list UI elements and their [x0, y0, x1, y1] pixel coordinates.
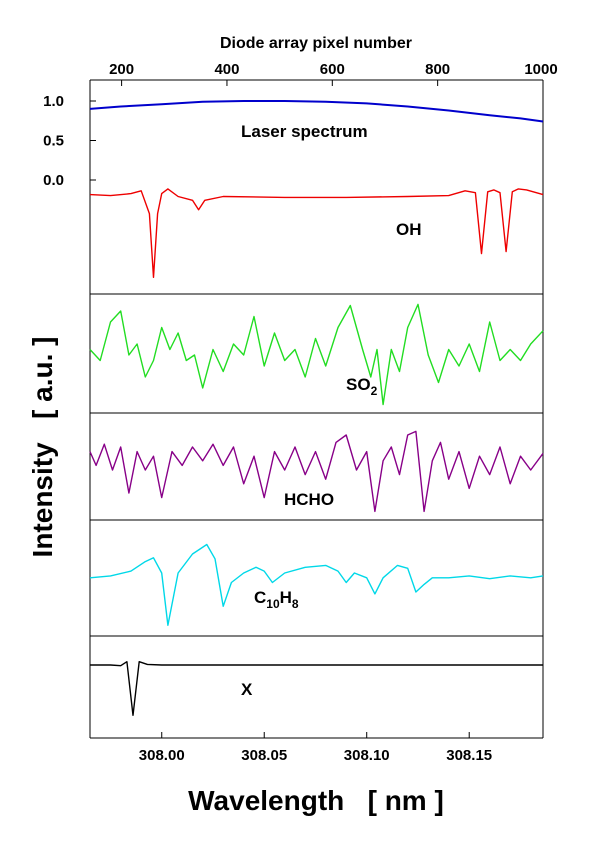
bottom-tick-label: 308.10 [344, 747, 390, 764]
x-axis-title: Wavelength [ nm ] [188, 785, 444, 816]
y-axis-title: Intensity [ a.u. ] [27, 337, 58, 558]
series-line-x [90, 661, 543, 716]
top-tick-label: 800 [425, 61, 450, 78]
series-line-c10h8 [89, 543, 544, 626]
series-line-so2 [89, 303, 544, 406]
top-tick-label: 600 [320, 61, 345, 78]
bottom-tick-label: 308.00 [139, 747, 185, 764]
series-line-oh [89, 188, 544, 278]
series-line-laser spectrum [89, 100, 544, 123]
laser-axis-ticks: 1.0 0.5 0.0 [43, 93, 96, 189]
label-so2: SO2 [346, 375, 378, 398]
bottom-axis-ticks: 308.00 308.05 308.10 308.15 [139, 732, 492, 764]
laser-tick-label: 1.0 [43, 93, 64, 110]
bottom-tick-label: 308.05 [241, 747, 287, 764]
series-line-hcho [89, 430, 544, 513]
label-c10h8: C10H8 [254, 588, 299, 611]
label-hcho: HCHO [284, 490, 334, 509]
series-traces [89, 100, 544, 716]
bottom-tick-label: 308.15 [446, 747, 492, 764]
top-tick-label: 1000 [524, 61, 557, 78]
top-tick-label: 400 [214, 61, 239, 78]
panel-frames [89, 80, 544, 739]
label-oh: OH [396, 220, 422, 239]
label-x: X [241, 680, 253, 699]
top-tick-label: 200 [109, 61, 134, 78]
top-axis-title: Diode array pixel number [220, 35, 412, 52]
laser-tick-label: 0.5 [43, 133, 64, 150]
top-axis-ticks: 200 400 600 800 1000 [109, 61, 558, 86]
laser-tick-label: 0.0 [43, 172, 64, 189]
label-laser-spectrum: Laser spectrum [241, 122, 368, 141]
